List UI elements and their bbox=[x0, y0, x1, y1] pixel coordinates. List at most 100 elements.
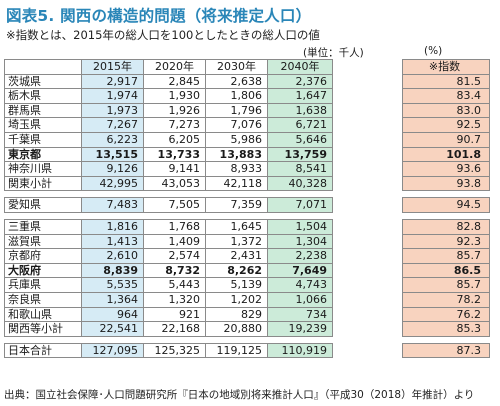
population-cell: 5,443 bbox=[143, 277, 206, 293]
header-2030: 2030年 bbox=[205, 59, 268, 75]
population-cell: 8,839 bbox=[81, 262, 144, 279]
header-2015: 2015年 bbox=[81, 59, 144, 75]
region-name-cell: 神奈川県 bbox=[4, 161, 82, 177]
population-cell: 4,743 bbox=[267, 277, 333, 293]
table-row: 日本合計 127,095 125,325 119,125 110,919 bbox=[4, 342, 333, 359]
table-row: 三重県 1,816 1,768 1,645 1,504 bbox=[4, 218, 333, 235]
population-cell: 1,504 bbox=[267, 218, 333, 235]
index-unit-label: (%) bbox=[424, 45, 443, 57]
population-cell: 20,880 bbox=[205, 321, 268, 337]
region-name-cell: 三重県 bbox=[4, 218, 82, 235]
group-spacer bbox=[4, 335, 333, 344]
index-row: 90.7 bbox=[402, 131, 490, 148]
population-cell: 43,053 bbox=[143, 175, 206, 192]
population-cell: 1,806 bbox=[205, 88, 268, 104]
group-spacer bbox=[402, 211, 490, 220]
index-value-cell: 85.3 bbox=[402, 321, 490, 337]
population-cell: 1,768 bbox=[143, 218, 206, 235]
population-cell: 42,118 bbox=[205, 175, 268, 192]
population-cell: 1,304 bbox=[267, 233, 333, 250]
population-cell: 7,483 bbox=[81, 197, 144, 213]
region-name-cell: 茨城県 bbox=[4, 73, 82, 90]
population-cell: 125,325 bbox=[143, 342, 206, 359]
population-cell: 1,645 bbox=[205, 218, 268, 235]
population-cell: 1,320 bbox=[143, 291, 206, 308]
population-cell: 1,364 bbox=[81, 291, 144, 308]
index-value-cell: 76.2 bbox=[402, 306, 490, 323]
population-cell: 1,413 bbox=[81, 233, 144, 250]
region-name-cell: 京都府 bbox=[4, 248, 82, 264]
header-blank-cell bbox=[4, 59, 82, 75]
population-cell: 1,066 bbox=[267, 291, 333, 308]
population-cell: 2,376 bbox=[267, 73, 333, 90]
population-cell: 1,202 bbox=[205, 291, 268, 308]
population-cell: 1,372 bbox=[205, 233, 268, 250]
header-2040: 2040年 bbox=[267, 59, 333, 75]
table-row: 愛知県 7,483 7,505 7,359 7,071 bbox=[4, 197, 333, 213]
index-table: ※指数 81.5 83.4 83.0 92.5 90.7 101.8 93.6 93.8 94.… bbox=[402, 59, 490, 359]
population-cell: 13,883 bbox=[205, 146, 268, 163]
region-name-cell: 関西等小計 bbox=[4, 321, 82, 337]
population-cell: 9,141 bbox=[143, 161, 206, 177]
group-spacer bbox=[402, 190, 490, 199]
population-cell: 1,647 bbox=[267, 88, 333, 104]
index-row: 78.2 bbox=[402, 291, 490, 308]
population-cell: 13,515 bbox=[81, 146, 144, 163]
table-row: 奈良県 1,364 1,320 1,202 1,066 bbox=[4, 291, 333, 308]
index-header: ※指数 bbox=[402, 59, 490, 75]
region-name-cell: 大阪府 bbox=[4, 262, 82, 279]
index-value-cell: 93.8 bbox=[402, 175, 490, 192]
population-cell: 22,168 bbox=[143, 321, 206, 337]
table-row: 東京都 13,515 13,733 13,883 13,759 bbox=[4, 146, 333, 163]
population-cell: 1,973 bbox=[81, 102, 144, 119]
table-row: 関東小計 42,995 43,053 42,118 40,328 bbox=[4, 175, 333, 192]
population-cell: 7,071 bbox=[267, 197, 333, 213]
region-name-cell: 滋賀県 bbox=[4, 233, 82, 250]
index-value-cell: 82.8 bbox=[402, 218, 490, 235]
region-name-cell: 千葉県 bbox=[4, 131, 82, 148]
index-value-cell: 87.3 bbox=[402, 342, 490, 359]
region-name-cell: 和歌山県 bbox=[4, 306, 82, 323]
group-spacer bbox=[4, 190, 333, 199]
table-row: 栃木県 1,974 1,930 1,806 1,647 bbox=[4, 88, 333, 104]
index-value-cell: 83.4 bbox=[402, 88, 490, 104]
index-value-cell: 83.0 bbox=[402, 102, 490, 119]
index-row: 101.8 bbox=[402, 146, 490, 163]
population-cell: 7,267 bbox=[81, 117, 144, 133]
population-cell: 9,126 bbox=[81, 161, 144, 177]
population-table: 2015年 2020年 2030年 2040年 茨城県 2,917 2,845 2,6… bbox=[4, 59, 333, 359]
table-row: 滋賀県 1,413 1,409 1,372 1,304 bbox=[4, 233, 333, 250]
table-row: 京都府 2,610 2,574 2,431 2,238 bbox=[4, 248, 333, 264]
population-cell: 19,239 bbox=[267, 321, 333, 337]
unit-label: (単位：千人) bbox=[303, 47, 364, 59]
index-row: 83.4 bbox=[402, 88, 490, 104]
population-cell: 921 bbox=[143, 306, 206, 323]
index-value-cell: 78.2 bbox=[402, 291, 490, 308]
population-cell: 829 bbox=[205, 306, 268, 323]
population-cell: 2,917 bbox=[81, 73, 144, 90]
population-cell: 964 bbox=[81, 306, 144, 323]
figure-subtitle: ※指数とは、2015年の総人口を100としたときの総人口の値 bbox=[6, 28, 320, 42]
population-cell: 1,926 bbox=[143, 102, 206, 119]
source-note: 出典：国立社会保障･人口問題研究所『日本の地域別将来推計人口』（平成30（201… bbox=[4, 389, 475, 401]
population-cell: 13,733 bbox=[143, 146, 206, 163]
table-row: 群馬県 1,973 1,926 1,796 1,638 bbox=[4, 102, 333, 119]
index-row: 93.6 bbox=[402, 161, 490, 177]
population-cell: 1,796 bbox=[205, 102, 268, 119]
index-row: 85.3 bbox=[402, 321, 490, 337]
group-spacer bbox=[402, 335, 490, 344]
index-row: 93.8 bbox=[402, 175, 490, 192]
population-cell: 127,095 bbox=[81, 342, 144, 359]
population-cell: 2,238 bbox=[267, 248, 333, 264]
index-value-cell: 81.5 bbox=[402, 73, 490, 90]
region-name-cell: 栃木県 bbox=[4, 88, 82, 104]
region-name-cell: 愛知県 bbox=[4, 197, 82, 213]
index-row: 92.3 bbox=[402, 233, 490, 250]
table-row: 兵庫県 5,535 5,443 5,139 4,743 bbox=[4, 277, 333, 293]
figure-title: 図表5. 関西の構造的問題（将来推定人口） bbox=[6, 7, 312, 25]
table-row: 千葉県 6,223 6,205 5,986 5,646 bbox=[4, 131, 333, 148]
index-header-row: ※指数 bbox=[402, 59, 490, 75]
index-value-cell: 94.5 bbox=[402, 197, 490, 213]
population-cell: 8,541 bbox=[267, 161, 333, 177]
index-value-cell: 86.5 bbox=[402, 262, 490, 279]
